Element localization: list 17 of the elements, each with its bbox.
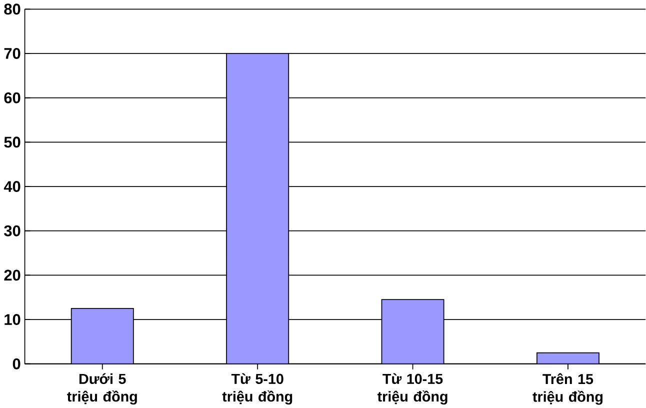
y-tick-label: 80	[4, 3, 20, 14]
y-tick-label: 10	[4, 314, 20, 325]
y-tick-label: 60	[4, 92, 20, 104]
y-tick-label: 40	[4, 180, 20, 192]
bar	[381, 298, 444, 364]
bar	[226, 52, 290, 364]
y-tick-label: 20	[4, 270, 20, 280]
x-tick-label: Dưới 5 triệu đồng	[67, 373, 137, 404]
y-tick-label: 50	[4, 136, 20, 148]
y-tick-label: 30	[4, 225, 20, 236]
y-tick-label: 0	[12, 358, 20, 370]
bar	[70, 308, 134, 364]
x-tick-label: Trên 15 triệu đồng	[532, 373, 602, 405]
x-tick-label: Từ 5-10 triệu đồng	[222, 373, 292, 404]
bar	[536, 352, 600, 364]
y-tick-label: 70	[4, 48, 20, 59]
x-tick-label: Từ 10-15 triệu đồng	[377, 373, 448, 404]
